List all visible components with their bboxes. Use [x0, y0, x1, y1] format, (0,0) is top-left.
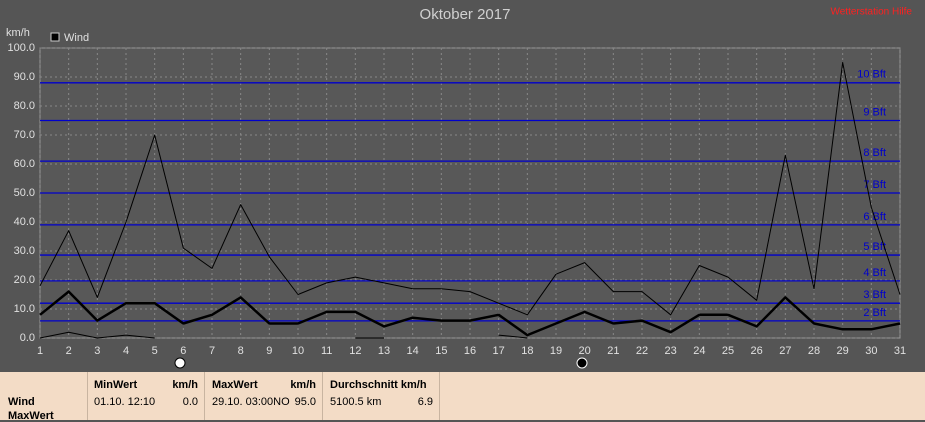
cell: 29.10. 03:00NO	[212, 396, 290, 408]
series-line	[39, 331, 528, 339]
x-tick-label: 17	[493, 345, 505, 357]
x-tick-label: 3	[94, 345, 100, 357]
x-tick-label: 20	[579, 345, 591, 357]
col-header: MaxWert	[212, 379, 258, 391]
x-tick-label: 31	[894, 345, 906, 357]
col-header: Durchschnitt km/h	[330, 379, 427, 391]
x-tick-label: 9	[266, 345, 272, 357]
chart-title: Oktober 2017	[420, 6, 511, 23]
y-tick-label: 50.0	[14, 187, 35, 199]
x-tick-label: 4	[123, 345, 129, 357]
x-tick-label: 13	[378, 345, 390, 357]
reference-label: 2 Bft	[863, 307, 886, 319]
y-tick-label: 80.0	[14, 100, 35, 112]
y-tick-label: 10.0	[14, 303, 35, 315]
reference-label: 10 Bft	[857, 69, 886, 81]
row-label: MaxWert	[8, 410, 54, 422]
y-tick-label: 30.0	[14, 245, 35, 257]
y-tick-label: 70.0	[14, 129, 35, 141]
col-unit: km/h	[290, 379, 316, 391]
x-tick-label: 12	[349, 345, 361, 357]
moon-icon	[576, 357, 588, 369]
y-tick-label: 60.0	[14, 158, 35, 170]
reference-label: 8 Bft	[863, 147, 886, 159]
x-tick-label: 26	[751, 345, 763, 357]
x-tick-label: 25	[722, 345, 734, 357]
cell: 5100.5 km	[330, 396, 382, 408]
x-tick-label: 27	[779, 345, 791, 357]
y-tick-label: 0.0	[20, 332, 35, 344]
reference-label: 7 Bft	[863, 179, 886, 191]
series-line	[39, 62, 901, 316]
moon-icon	[174, 357, 186, 369]
x-tick-label: 28	[808, 345, 820, 357]
x-tick-label: 29	[837, 345, 849, 357]
row-label: Wind	[8, 396, 35, 408]
col-header: MinWert	[94, 379, 138, 391]
legend-swatch	[50, 32, 60, 42]
cell: 95.0	[294, 396, 316, 408]
x-tick-label: 8	[238, 345, 244, 357]
y-axis-label: km/h	[6, 27, 30, 39]
cell: 0.0	[182, 396, 198, 408]
x-tick-label: 6	[180, 345, 186, 357]
x-tick-label: 19	[550, 345, 562, 357]
chart: Oktober 2017 Wetterstation Hilfe km/h Wi…	[6, 6, 912, 369]
x-tick-label: 21	[607, 345, 619, 357]
x-tick-label: 15	[435, 345, 447, 357]
y-tick-label: 20.0	[14, 274, 35, 286]
legend-label: Wind	[64, 32, 89, 44]
x-tick-label: 30	[865, 345, 877, 357]
x-tick-label: 5	[152, 345, 158, 357]
series-line	[39, 290, 901, 337]
x-tick-label: 10	[292, 345, 304, 357]
x-tick-label: 24	[693, 345, 705, 357]
reference-label: 9 Bft	[863, 106, 886, 118]
y-tick-label: 90.0	[14, 71, 35, 83]
reference-label: 3 Bft	[863, 289, 886, 301]
x-tick-label: 7	[209, 345, 215, 357]
col-unit: km/h	[172, 379, 198, 391]
reference-label: 4 Bft	[863, 267, 886, 279]
x-tick-label: 18	[521, 345, 533, 357]
x-tick-label: 14	[407, 345, 419, 357]
x-tick-label: 11	[321, 345, 332, 357]
reference-label: 5 Bft	[863, 241, 886, 253]
summary-table: Wind MaxWert MinWert km/h 01.10. 12:10 0…	[0, 372, 925, 422]
x-tick-label: 1	[37, 345, 43, 357]
x-tick-label: 2	[66, 345, 72, 357]
x-tick-label: 23	[665, 345, 677, 357]
cell: 01.10. 12:10	[94, 396, 156, 408]
help-link[interactable]: Wetterstation Hilfe	[830, 7, 912, 18]
y-tick-label: 40.0	[14, 216, 35, 228]
x-tick-label: 16	[464, 345, 476, 357]
x-tick-label: 22	[636, 345, 648, 357]
y-tick-label: 100.0	[7, 42, 35, 54]
cell: 6.9	[417, 396, 433, 408]
